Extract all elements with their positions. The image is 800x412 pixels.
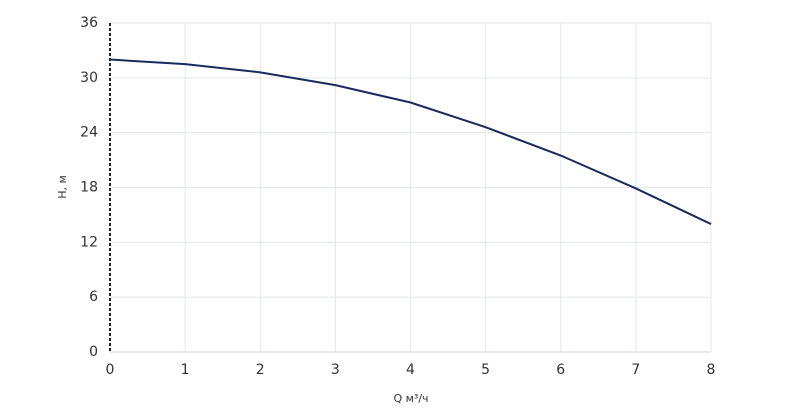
x-tick-label: 0 xyxy=(106,362,115,378)
x-tick-label: 1 xyxy=(181,362,190,378)
x-tick-label: 3 xyxy=(331,362,340,378)
x-tick-label: 2 xyxy=(256,362,265,378)
line xyxy=(109,58,712,225)
y-tick-label: 24 xyxy=(80,125,98,141)
y-tick-label: 30 xyxy=(80,70,98,86)
y-tick-label: 12 xyxy=(80,234,98,250)
x-tick-label: 6 xyxy=(556,362,565,378)
y-tick-label: 18 xyxy=(80,180,98,196)
x-axis-label: Q м³/ч xyxy=(393,392,428,405)
x-tick-label: 5 xyxy=(481,362,490,378)
y-tick-label: 36 xyxy=(80,15,98,31)
x-tick-label: 8 xyxy=(707,362,716,378)
y-tick-label: 0 xyxy=(89,344,98,360)
y-axis-label: H, м xyxy=(56,175,69,199)
y-tick-label: 6 xyxy=(89,289,98,305)
x-tick-label: 7 xyxy=(631,362,640,378)
x-tick-label: 4 xyxy=(406,362,415,378)
